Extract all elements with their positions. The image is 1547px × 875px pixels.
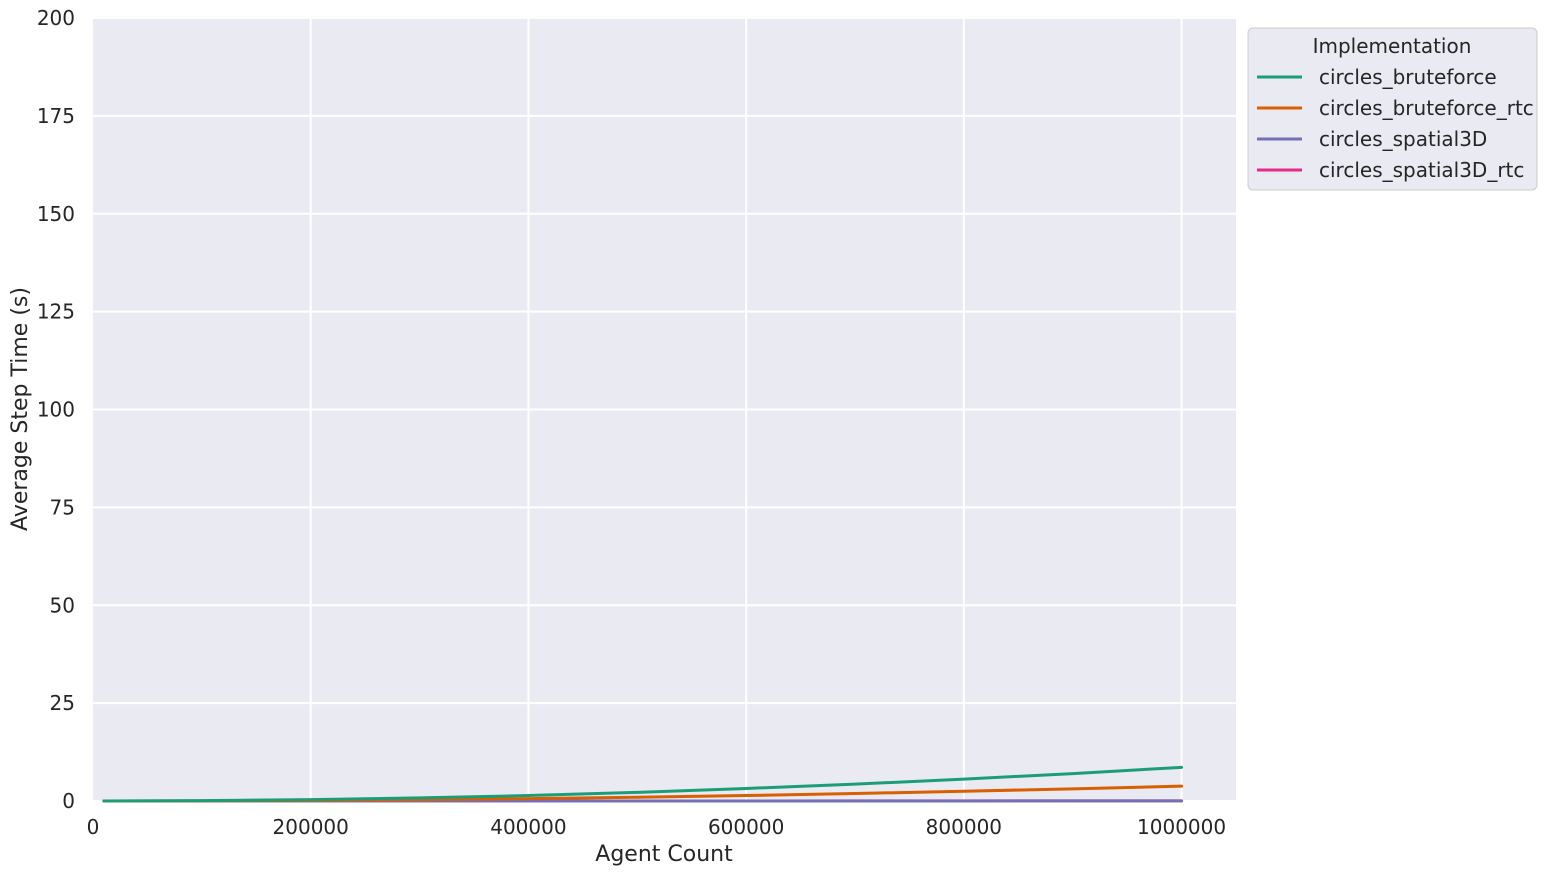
y-tick-label: 125 (37, 300, 75, 324)
series-lines (102, 765, 1184, 803)
legend-label: circles_spatial3D (1319, 127, 1487, 151)
y-tick-label: 175 (37, 104, 75, 128)
y-tick-label: 25 (50, 691, 75, 715)
legend-label: circles_bruteforce_rtc (1319, 96, 1534, 120)
x-tick-label: 800000 (926, 815, 1002, 839)
legend-label: circles_bruteforce (1319, 65, 1497, 89)
legend-items: circles_bruteforce circles_bruteforce_rtc… (1257, 65, 1534, 182)
legend-label: circles_spatial3D_rtc (1319, 158, 1524, 182)
x-tick-labels: 0 200000 400000 600000 800000 1000000 (87, 815, 1226, 839)
y-axis-title: Average Step Time (s) (8, 287, 33, 531)
grid-lines (93, 17, 1236, 802)
legend-box (1247, 27, 1538, 191)
y-tick-label: 100 (37, 398, 75, 422)
y-tick-label: 75 (50, 495, 75, 519)
y-tick-label: 0 (62, 789, 75, 813)
x-tick-label: 600000 (708, 815, 784, 839)
y-tick-label: 150 (37, 202, 75, 226)
legend-title: Implementation (1313, 34, 1472, 58)
x-tick-label: 400000 (490, 815, 566, 839)
x-tick-label: 200000 (273, 815, 349, 839)
x-tick-label: 1000000 (1137, 815, 1226, 839)
series-line-circles-bruteforce (102, 765, 1184, 803)
y-tick-labels: 0 25 50 75 100 125 150 175 200 (37, 6, 75, 813)
x-tick-label: 0 (87, 815, 100, 839)
y-tick-label: 50 (50, 593, 75, 617)
legend: Implementation circles_bruteforcecircles… (1247, 27, 1538, 191)
x-axis-title: Agent Count (595, 842, 733, 867)
y-tick-label: 200 (37, 6, 75, 30)
